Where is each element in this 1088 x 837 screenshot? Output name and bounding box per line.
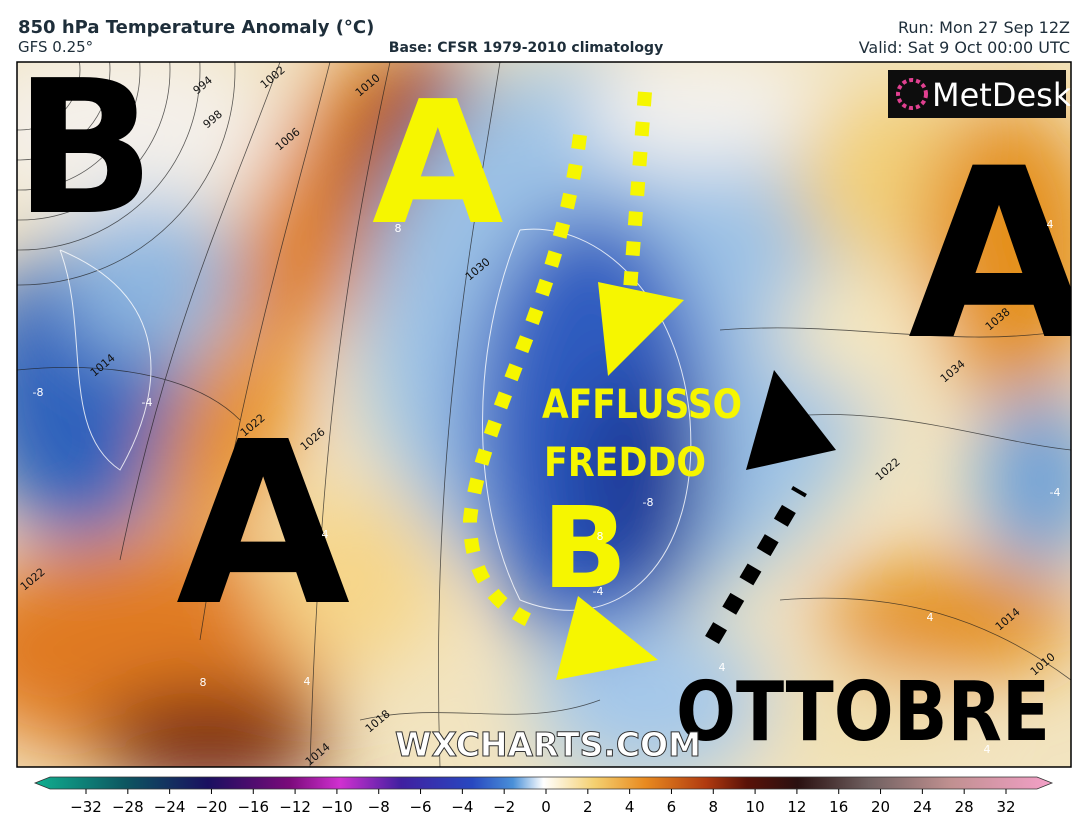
colorbar xyxy=(33,776,1054,790)
anomaly-label: -8 xyxy=(643,496,654,509)
anomaly-label: -8 xyxy=(33,386,44,399)
colorbar-tick-label: −12 xyxy=(279,798,311,816)
colorbar-tick-label: 28 xyxy=(955,798,974,816)
arrow-head xyxy=(746,370,836,470)
logo-icon xyxy=(896,78,928,110)
colorbar-tick-label: −2 xyxy=(493,798,515,816)
anomaly-label: 4 xyxy=(1047,218,1054,231)
annotation: B xyxy=(14,40,155,256)
colorbar-tick-label: 6 xyxy=(667,798,677,816)
anomaly-label: 8 xyxy=(395,222,402,235)
colorbar-tick-label: 24 xyxy=(913,798,932,816)
anomaly-label: 4 xyxy=(322,528,329,541)
anomaly-label: 4 xyxy=(719,661,726,674)
colorbar-tick-label: 12 xyxy=(787,798,806,816)
colorbar-tick-label: −24 xyxy=(154,798,186,816)
annotation: B xyxy=(542,484,627,614)
anomaly-label: -4 xyxy=(142,396,153,409)
annotation: AFFLUSSO xyxy=(542,382,742,428)
valid: Valid: Sat 9 Oct 00:00 UTC xyxy=(859,38,1070,57)
colorbar-tick-label: −32 xyxy=(70,798,102,816)
colorbar-tick-label: 10 xyxy=(746,798,765,816)
arrow xyxy=(623,91,652,291)
colorbar-tick-label: −20 xyxy=(196,798,228,816)
model: GFS 0.25° xyxy=(18,38,93,56)
anomaly-label: -4 xyxy=(593,585,604,598)
annotation: FREDDO xyxy=(544,440,706,486)
anomaly-label: 4 xyxy=(304,675,311,688)
arrow xyxy=(705,485,807,645)
annotation: A xyxy=(908,119,1088,392)
run: Run: Mon 27 Sep 12Z xyxy=(898,18,1070,37)
colorbar-tick-label: 16 xyxy=(829,798,848,816)
colorbar-tick-label: 20 xyxy=(871,798,890,816)
arrow xyxy=(462,134,587,632)
colorbar-tick-label: −8 xyxy=(368,798,390,816)
annotation: OTTOBRE xyxy=(676,665,1050,760)
title: 850 hPa Temperature Anomaly (°C) xyxy=(18,17,374,38)
anomaly-label: 4 xyxy=(927,611,934,624)
colorbar-tick-label: 8 xyxy=(708,798,718,816)
arrow-head xyxy=(598,282,684,376)
annotation: A xyxy=(176,394,350,656)
base: Base: CFSR 1979-2010 climatology xyxy=(389,40,663,56)
map-frame xyxy=(16,61,1072,768)
arrow-head xyxy=(556,596,658,680)
colorbar-tick-label: 2 xyxy=(583,798,593,816)
colorbar-tick-label: −28 xyxy=(112,798,144,816)
map: B A A A B AFFLUSSO FREDDO OTTOBRE WXCHAR… xyxy=(14,40,1088,767)
colorbar-tick-label: −16 xyxy=(237,798,269,816)
colorbar-tick-label: −10 xyxy=(321,798,353,816)
colorbar-tick-label: −6 xyxy=(409,798,431,816)
anomaly-label: 4 xyxy=(984,743,991,756)
logo: MetDesk xyxy=(932,76,1072,114)
colorbar-tick-label: 32 xyxy=(996,798,1015,816)
colorbar-tick-label: 4 xyxy=(625,798,635,816)
watermark: WXCHARTS.COM xyxy=(395,725,701,764)
colorbar-tick-label: −4 xyxy=(451,798,473,816)
anomaly-label: -4 xyxy=(1050,486,1061,499)
anomaly-label: 8 xyxy=(597,530,604,543)
anomaly-label: 8 xyxy=(200,676,207,689)
annotation: A xyxy=(372,65,504,263)
colorbar-tick-label: 0 xyxy=(541,798,551,816)
logo-box xyxy=(888,70,1066,118)
